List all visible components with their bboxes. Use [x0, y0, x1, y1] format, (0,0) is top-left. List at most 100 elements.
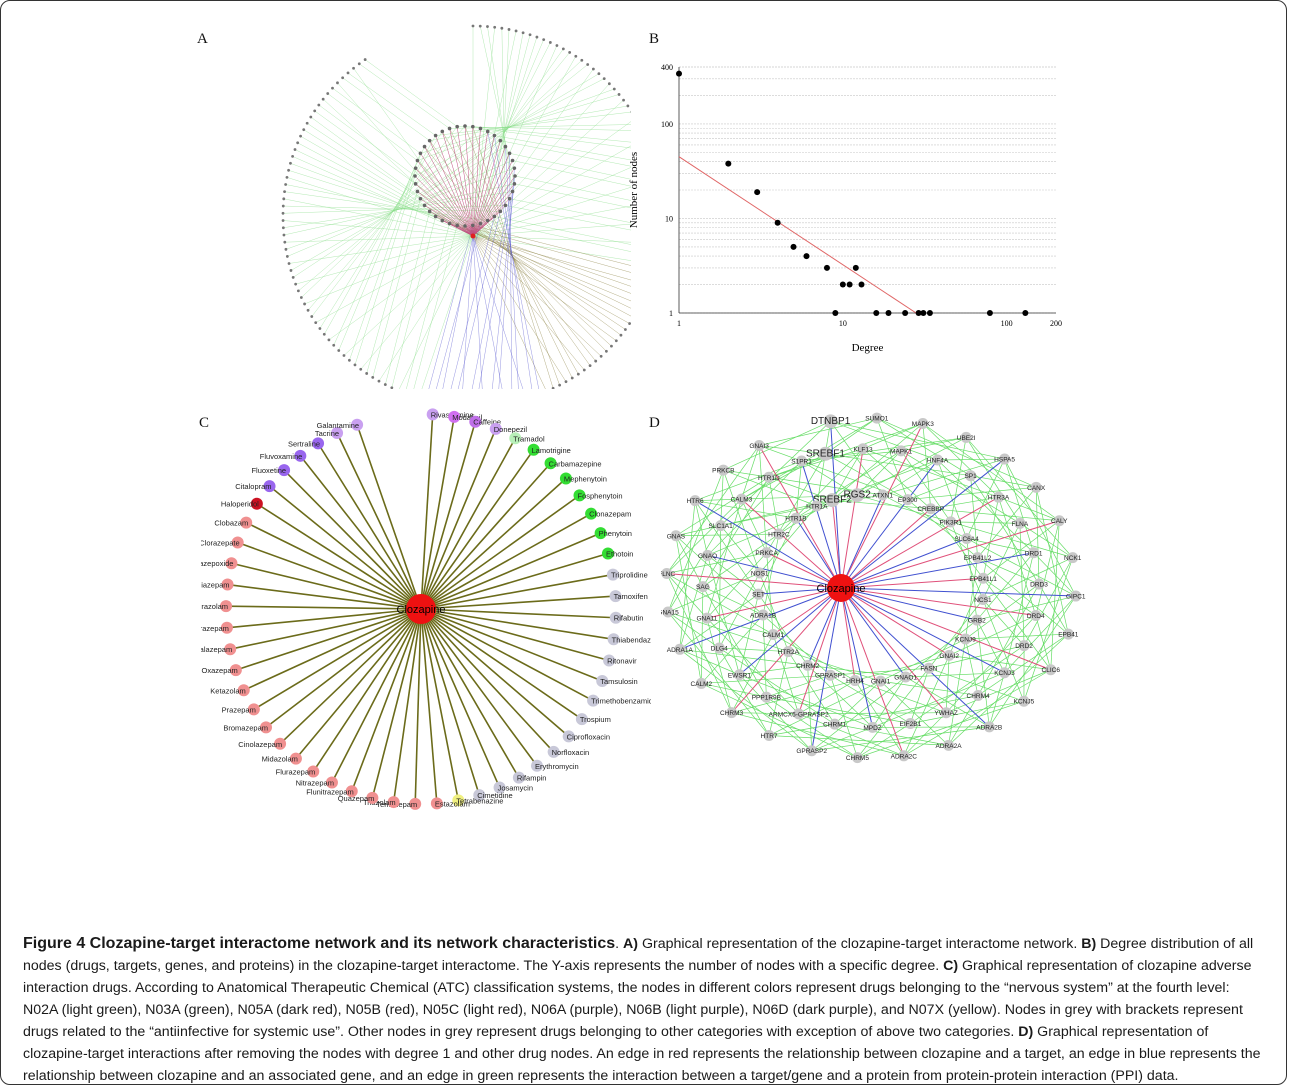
- ppi-edge: [928, 599, 984, 669]
- ppi-edge: [910, 668, 930, 724]
- ppi-edge: [834, 695, 979, 725]
- protein-label: ADRA2A: [936, 743, 963, 750]
- a-outer-node: [564, 380, 568, 384]
- drug-node: [220, 621, 233, 634]
- drug-node: [351, 418, 364, 431]
- ppi-edge: [862, 448, 999, 498]
- drug-label: Alprazolam: [201, 602, 228, 611]
- a-edge: [285, 184, 481, 224]
- drug-label: Halazepam: [201, 645, 232, 654]
- a-inner-edge: [435, 135, 474, 237]
- a-outer-node: [291, 154, 294, 158]
- a-edge: [295, 235, 474, 285]
- a-edge: [353, 68, 474, 237]
- a-outer-node: [591, 67, 595, 71]
- ppi-edge: [982, 599, 1025, 646]
- a-inner-node: [492, 133, 497, 138]
- protein-label: SUMO1: [865, 416, 889, 423]
- protein-label: NCS1: [974, 597, 992, 604]
- ppi-edge: [854, 655, 950, 681]
- a-edge: [472, 37, 538, 237]
- a-outer-node: [570, 376, 574, 380]
- protein-node: [972, 689, 984, 701]
- a-inner-edge: [472, 140, 501, 237]
- ppi-edge: [739, 594, 759, 675]
- clozapine-edge: [840, 577, 984, 589]
- ppi-edge: [741, 499, 767, 553]
- panel-c-network: RivastigmineModafinilCaffeineDonepezilTr…: [201, 408, 651, 810]
- drug-label: Estazolam: [435, 799, 470, 808]
- clozapine-edge: [707, 554, 842, 589]
- protein-label: KCNJ5: [1014, 699, 1035, 706]
- a-edge: [472, 126, 631, 143]
- a-edge: [462, 235, 474, 389]
- a-edge: [472, 167, 631, 237]
- protein-node: [735, 493, 747, 505]
- protein-label: DTNBP1: [811, 416, 851, 427]
- protein-label: HNF4A: [927, 457, 949, 464]
- a-edge: [338, 153, 421, 351]
- ppi-edge: [707, 460, 802, 556]
- ppi-edge: [830, 421, 938, 461]
- a-edge: [512, 160, 631, 187]
- a-edge: [283, 205, 506, 214]
- protein-node: [802, 659, 814, 671]
- drug-edge: [420, 608, 501, 788]
- ppi-edge: [666, 573, 708, 619]
- drug-label: Tamsulosin: [600, 677, 638, 686]
- drug-node: [231, 536, 244, 549]
- ppi-edge: [679, 555, 708, 650]
- drug-edge: [420, 437, 516, 610]
- protein-label: GNAI1: [871, 679, 891, 686]
- y-tick-label: 1: [669, 309, 673, 318]
- y-tick-label: 400: [661, 63, 673, 72]
- drug-edge: [312, 608, 422, 772]
- drug-label: Ritonavir: [607, 656, 637, 665]
- ppi-edge: [1023, 557, 1074, 646]
- protein-label: HTR2C: [768, 532, 790, 539]
- a-outer-node: [289, 161, 292, 165]
- protein-node: [1018, 695, 1030, 707]
- drug-label: Fluoxetine: [251, 466, 286, 475]
- clozapine-node: [406, 594, 436, 624]
- clozapine-edge: [840, 587, 856, 681]
- ppi-edge: [988, 672, 1005, 727]
- a-outer-node: [612, 87, 616, 91]
- protein-label: NCK1: [1064, 555, 1082, 562]
- ppi-edge: [702, 586, 767, 698]
- protein-label: GIPC1: [1066, 594, 1086, 601]
- ppi-edge: [829, 675, 858, 758]
- data-point: [873, 310, 880, 316]
- drug-label: Mephenytoin: [564, 475, 607, 484]
- clozapine-edge: [666, 573, 842, 589]
- protein-node: [689, 495, 701, 507]
- drug-label: Flunitrazepam: [306, 787, 354, 796]
- ppi-edge: [970, 475, 978, 558]
- a-outer-node: [568, 51, 572, 54]
- ppi-edge: [667, 525, 721, 613]
- a-edge: [435, 111, 631, 136]
- drug-label: Caffeine: [473, 418, 501, 427]
- ppi-edge: [739, 674, 812, 751]
- drug-node: [409, 797, 422, 810]
- ppi-edge: [816, 421, 831, 507]
- drug-label: Ketazolam: [210, 686, 245, 695]
- ppi-edge: [880, 680, 949, 746]
- drug-nodes: RivastigmineModafinilCaffeineDonepezilTr…: [201, 408, 651, 810]
- a-inner-node: [478, 221, 483, 226]
- drug-node: [331, 426, 344, 439]
- ppi-edge: [982, 557, 1073, 600]
- a-edge: [514, 175, 631, 201]
- ppi-edge: [675, 535, 704, 587]
- panel-b-label: B: [649, 31, 660, 47]
- ppi-edge: [857, 494, 951, 523]
- drug-node: [325, 776, 338, 789]
- clozapine-edge: [840, 587, 1051, 671]
- clozapine-edge: [811, 587, 842, 751]
- a-edge: [347, 72, 436, 136]
- a-inner-node: [427, 138, 432, 143]
- protein-node: [1070, 590, 1082, 602]
- caption-period: .: [615, 936, 624, 952]
- a-edge: [327, 93, 418, 161]
- protein-label: CHRM3: [720, 710, 743, 717]
